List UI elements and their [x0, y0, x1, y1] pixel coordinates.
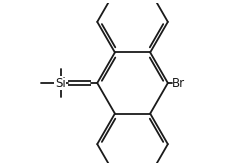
- Text: Si: Si: [55, 77, 66, 89]
- Text: Br: Br: [172, 77, 185, 89]
